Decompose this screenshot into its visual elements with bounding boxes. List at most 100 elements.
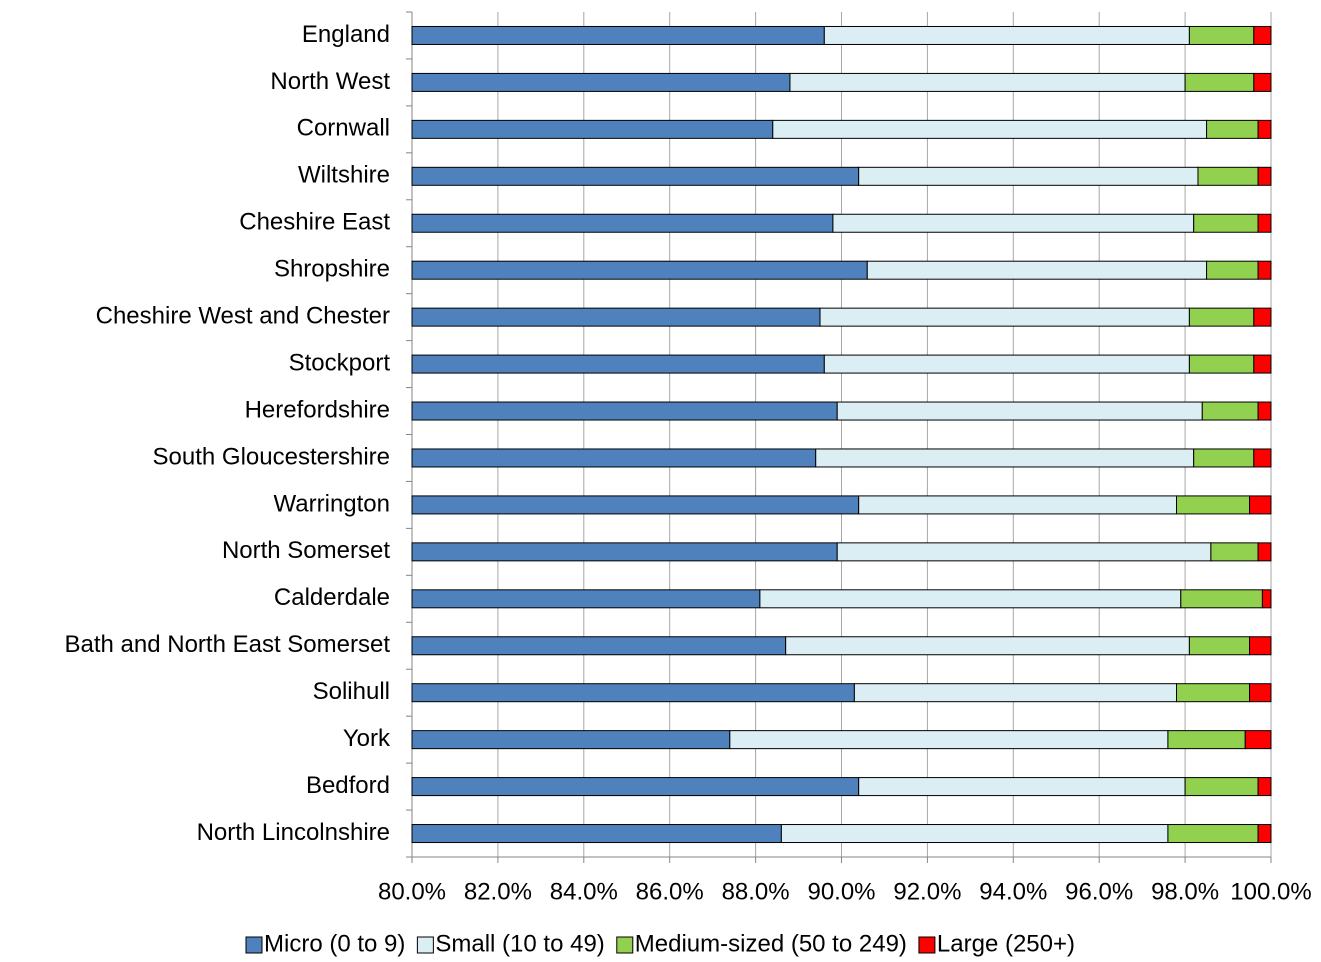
- bar-segment: [1197, 166, 1259, 186]
- y-tick-label: Bath and North East Somerset: [65, 631, 391, 658]
- legend-label: Small (10 to 49): [435, 930, 604, 957]
- x-tick-label: 88.0%: [722, 878, 790, 905]
- y-tick-label: North Lincolnshire: [197, 819, 390, 846]
- bar-segment: [1249, 636, 1272, 656]
- bar-segment: [815, 448, 1195, 468]
- bar-segment: [411, 354, 825, 374]
- bar-segment: [1257, 119, 1272, 139]
- bar-segment: [411, 72, 791, 92]
- bar-segment: [411, 260, 868, 280]
- y-tick-label: Calderdale: [274, 584, 390, 611]
- legend-swatch: [616, 936, 634, 954]
- y-tick-label: Solihull: [313, 678, 390, 705]
- bar-segment: [866, 260, 1208, 280]
- x-tick-label: 100.0%: [1230, 878, 1311, 905]
- bar-segment: [1244, 730, 1272, 750]
- bar-segment: [411, 542, 838, 562]
- bar-segment: [1167, 730, 1246, 750]
- bar-segment: [411, 636, 787, 656]
- bar-segment: [1253, 448, 1272, 468]
- bar-segment: [1206, 260, 1259, 280]
- bar-segment: [759, 589, 1182, 609]
- bar-segment: [1176, 495, 1251, 515]
- bar-segment: [411, 777, 860, 797]
- bar-segment: [785, 636, 1190, 656]
- bar-segment: [832, 213, 1195, 233]
- bar-segment: [1257, 542, 1272, 562]
- bar-segment: [1188, 25, 1255, 45]
- bar-segment: [1253, 72, 1272, 92]
- y-tick-label: North Somerset: [222, 537, 390, 564]
- bar-segment: [1167, 824, 1259, 844]
- bar-segment: [1184, 72, 1255, 92]
- x-tick-label: 82.0%: [464, 878, 532, 905]
- bar-segment: [1188, 354, 1255, 374]
- y-tick-label: York: [343, 725, 391, 752]
- bar-segment: [411, 495, 860, 515]
- bar-segment: [411, 213, 834, 233]
- bar-segment: [411, 683, 855, 703]
- x-tick-label: 90.0%: [807, 878, 875, 905]
- bar-segment: [1257, 213, 1272, 233]
- bar-segment: [1249, 495, 1272, 515]
- bar-segment: [772, 119, 1208, 139]
- bar-segment: [411, 25, 825, 45]
- x-tick-label: 80.0%: [378, 878, 446, 905]
- legend-label: Medium-sized (50 to 249): [635, 930, 907, 957]
- legend-swatch: [245, 936, 263, 954]
- bar-segment: [1253, 307, 1272, 327]
- bar-segment: [1253, 354, 1272, 374]
- bar-segment: [411, 166, 860, 186]
- y-tick-label: Shropshire: [274, 256, 390, 283]
- bar-segment: [1193, 448, 1255, 468]
- y-tick-label: Warrington: [274, 490, 390, 517]
- bar-segment: [853, 683, 1178, 703]
- y-tick-label: South Gloucestershire: [153, 443, 390, 470]
- y-tick-label: Cheshire West and Chester: [96, 302, 390, 329]
- x-tick-label: 92.0%: [893, 878, 961, 905]
- bar-segment: [1176, 683, 1251, 703]
- bar-segment: [823, 354, 1190, 374]
- x-tick-label: 94.0%: [979, 878, 1047, 905]
- bar-segment: [1257, 824, 1272, 844]
- x-tick-label: 86.0%: [636, 878, 704, 905]
- bar-segment: [411, 307, 821, 327]
- bar-segment: [819, 307, 1190, 327]
- bar-segment: [1188, 636, 1251, 656]
- bar-segment: [1193, 213, 1259, 233]
- legend-label: Micro (0 to 9): [264, 930, 405, 957]
- legend-swatch: [416, 936, 434, 954]
- bar-segment: [836, 401, 1203, 421]
- bar-segment: [836, 542, 1212, 562]
- x-tick-label: 84.0%: [550, 878, 618, 905]
- bar-segment: [858, 495, 1178, 515]
- y-tick-label: Wiltshire: [298, 162, 390, 189]
- bar-segment: [1253, 25, 1272, 45]
- legend-swatch: [918, 936, 936, 954]
- bar-segment: [1257, 777, 1272, 797]
- bar-segment: [1249, 683, 1272, 703]
- bar-segment: [1210, 542, 1259, 562]
- bar-segment: [411, 401, 838, 421]
- bar-segment: [411, 824, 782, 844]
- y-tick-label: Herefordshire: [245, 396, 390, 423]
- y-tick-label: North West: [270, 68, 390, 95]
- bar-segment: [1257, 260, 1272, 280]
- bar-segment: [1180, 589, 1263, 609]
- bar-segment: [858, 777, 1186, 797]
- bar-segment: [411, 589, 761, 609]
- bar-segment: [858, 166, 1199, 186]
- legend-label: Large (250+): [937, 930, 1075, 957]
- bar-segment: [1257, 401, 1272, 421]
- bar-segment: [729, 730, 1169, 750]
- bar-segment: [1184, 777, 1259, 797]
- x-tick-label: 98.0%: [1151, 878, 1219, 905]
- bar-segment: [780, 824, 1169, 844]
- bar-segment: [823, 25, 1190, 45]
- y-tick-label: Stockport: [289, 349, 391, 376]
- bar-segment: [411, 730, 731, 750]
- x-tick-label: 96.0%: [1065, 878, 1133, 905]
- y-tick-label: Bedford: [306, 772, 390, 799]
- bar-segment: [1257, 166, 1272, 186]
